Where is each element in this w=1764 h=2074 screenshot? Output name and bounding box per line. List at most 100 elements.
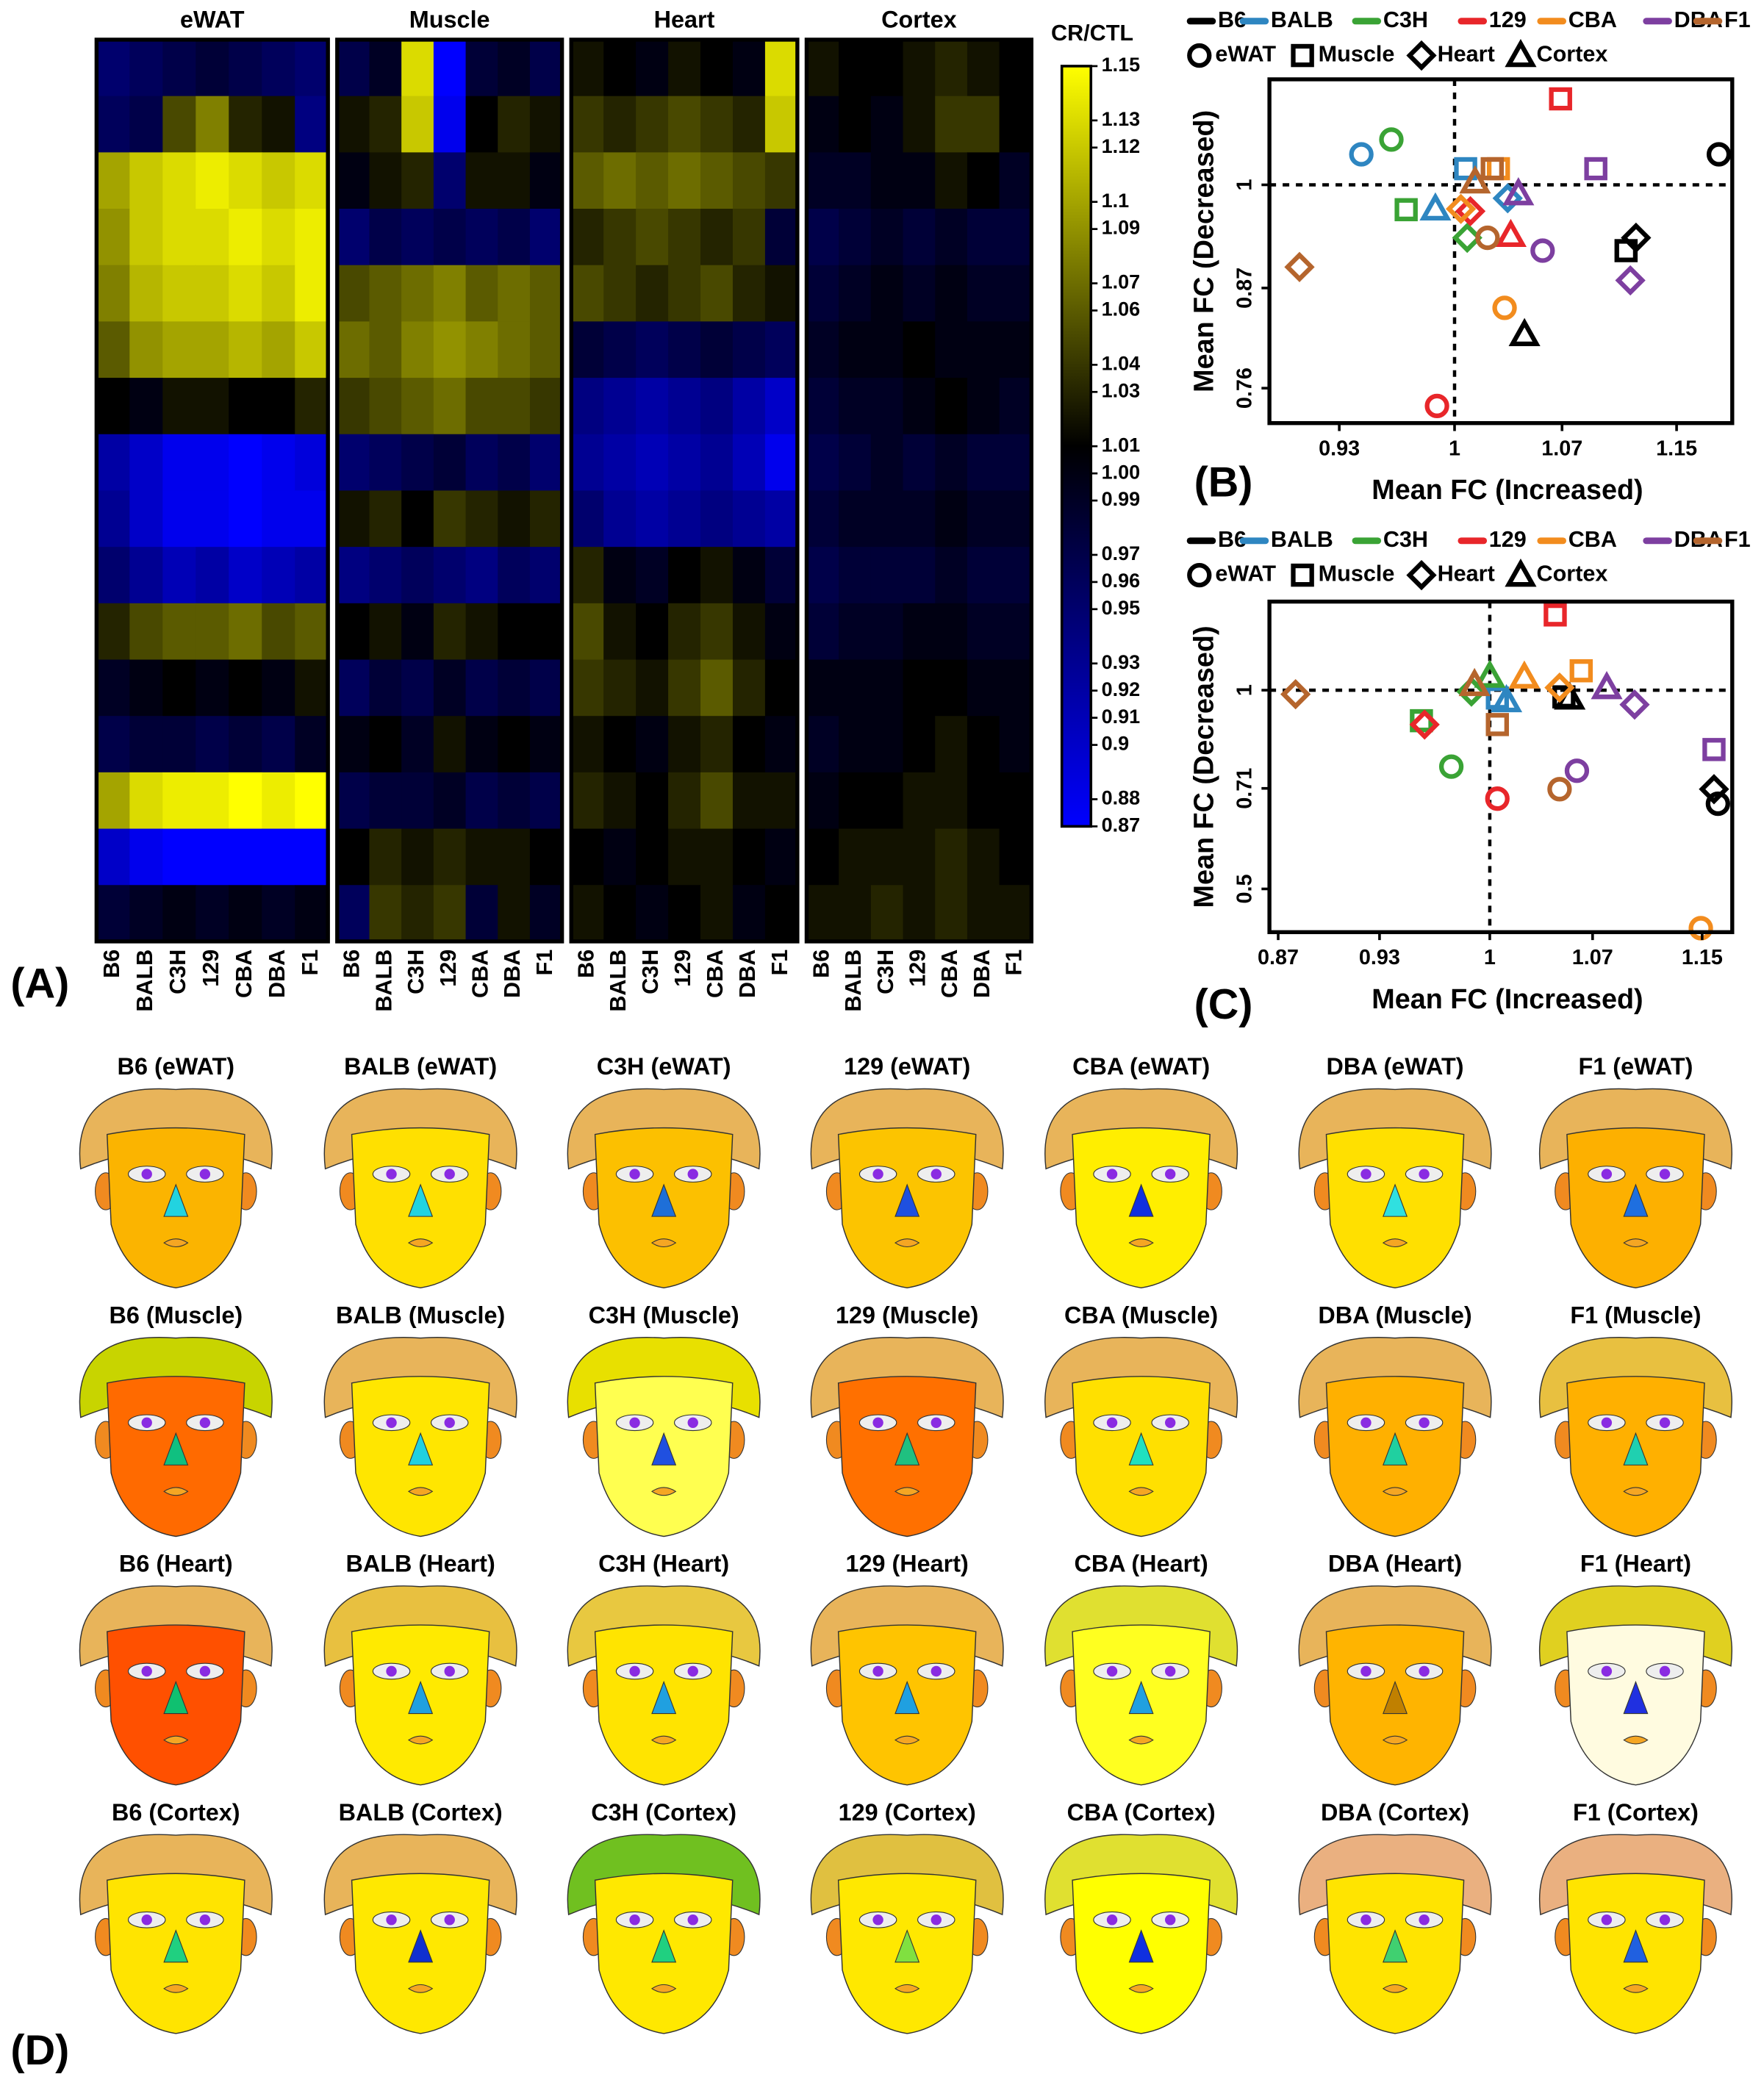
heatmap-cell bbox=[764, 265, 798, 322]
heatmap-cell bbox=[465, 152, 498, 209]
nose bbox=[1383, 1929, 1408, 1963]
heatmap-cell bbox=[764, 772, 798, 830]
face-label: F1 (Muscle) bbox=[1570, 1302, 1701, 1328]
panel-letter: (B) bbox=[1194, 459, 1253, 506]
heatmap-cell bbox=[498, 716, 531, 773]
face bbox=[567, 1834, 761, 2034]
mouth bbox=[163, 1238, 189, 1248]
heatmap-cell bbox=[295, 152, 329, 209]
heatmap-cell bbox=[999, 659, 1032, 717]
heatmap-cell bbox=[401, 152, 434, 209]
nose bbox=[894, 1183, 920, 1217]
heatmap-cell bbox=[999, 772, 1032, 830]
heatmap-cell bbox=[732, 378, 766, 435]
heatmap-cell bbox=[571, 490, 604, 548]
heatmap-cell bbox=[229, 434, 262, 491]
heatmap-cell bbox=[571, 96, 604, 153]
panel-title: Cortex bbox=[881, 6, 957, 32]
nose bbox=[408, 1432, 434, 1465]
heatmap-cell bbox=[295, 659, 329, 717]
heatmap-cell bbox=[571, 434, 604, 491]
nose bbox=[1128, 1432, 1154, 1465]
heatmap-cell bbox=[498, 209, 531, 266]
mouth bbox=[894, 1238, 920, 1248]
x-tick-label: 1.15 bbox=[1682, 946, 1723, 969]
heatmap-cell bbox=[465, 603, 498, 661]
heatmap-cell bbox=[196, 490, 229, 548]
heatmap-cell bbox=[806, 39, 839, 97]
pupil bbox=[444, 1665, 455, 1677]
face bbox=[79, 1337, 273, 1537]
heatmap-cell bbox=[732, 885, 766, 942]
heatmap-cell bbox=[806, 603, 839, 661]
heatmap-cell bbox=[903, 603, 936, 661]
column-label: F1 bbox=[1002, 950, 1027, 976]
heatmap-cell bbox=[196, 321, 229, 378]
pupil bbox=[1419, 1915, 1430, 1926]
pupil bbox=[687, 1665, 698, 1677]
colorbar-tick-label: 1.12 bbox=[1102, 135, 1141, 157]
heatmap-cell bbox=[571, 265, 604, 322]
point bbox=[1490, 683, 1523, 713]
pupil bbox=[1164, 1417, 1176, 1428]
heatmap-cell bbox=[636, 547, 669, 604]
point bbox=[1394, 198, 1418, 222]
heatmap-cell bbox=[196, 378, 229, 435]
face bbox=[1539, 1834, 1732, 2034]
heatmap-cell bbox=[369, 265, 402, 322]
heatmap-cell bbox=[196, 659, 229, 717]
mouth bbox=[163, 1487, 189, 1496]
heatmap-cell bbox=[571, 828, 604, 886]
point bbox=[1547, 777, 1572, 802]
pupil bbox=[199, 1417, 211, 1428]
heatmap-cell bbox=[967, 321, 1000, 378]
heatmap-cell bbox=[603, 885, 637, 942]
face bbox=[1539, 1585, 1732, 1786]
heatmap-cell bbox=[433, 96, 467, 153]
heatmap-cell bbox=[571, 772, 604, 830]
heatmap-cell bbox=[967, 828, 1000, 886]
legend-marker bbox=[1406, 40, 1437, 71]
colorbar bbox=[1060, 65, 1093, 828]
heatmap-cell bbox=[129, 39, 163, 97]
heatmap-cell bbox=[870, 378, 904, 435]
heatmap-cell bbox=[401, 378, 434, 435]
heatmap-cell bbox=[337, 378, 370, 435]
heatmap-cell bbox=[903, 772, 936, 830]
heatmap-cell bbox=[162, 603, 196, 661]
column-label: BALB bbox=[371, 950, 396, 1012]
heatmap-cell bbox=[839, 716, 872, 773]
column-label: BALB bbox=[132, 950, 157, 1012]
colorbar-tick-label: 1.00 bbox=[1102, 461, 1141, 483]
face bbox=[323, 1834, 517, 2034]
heatmap-cell bbox=[700, 321, 734, 378]
panel-border bbox=[94, 37, 330, 944]
heatmap-cell bbox=[999, 603, 1032, 661]
face-label: F1 (eWAT) bbox=[1579, 1053, 1693, 1080]
pupil bbox=[931, 1169, 942, 1180]
heatmap-cell bbox=[196, 603, 229, 661]
point bbox=[1424, 393, 1449, 418]
y-tick-label: 1 bbox=[1233, 684, 1256, 696]
column-label: CBA bbox=[467, 950, 492, 998]
colorbar-tick-label: 0.99 bbox=[1102, 488, 1141, 510]
heatmap-cell bbox=[498, 378, 531, 435]
column-label: F1 bbox=[298, 950, 323, 976]
heatmap-cell bbox=[668, 716, 701, 773]
column-label: 129 bbox=[905, 950, 930, 987]
point bbox=[1458, 667, 1491, 697]
mouth bbox=[1382, 1984, 1408, 1993]
heatmap-cell bbox=[668, 39, 701, 97]
heatmap-cell bbox=[935, 603, 968, 661]
heatmap-cell bbox=[229, 716, 262, 773]
heatmap-cell bbox=[96, 265, 130, 322]
point bbox=[1705, 791, 1730, 817]
pupil bbox=[199, 1915, 211, 1926]
pupil bbox=[1106, 1417, 1118, 1428]
point bbox=[1702, 738, 1726, 761]
nose bbox=[1383, 1183, 1408, 1217]
heatmap-cell bbox=[196, 39, 229, 97]
heatmap-cell bbox=[129, 659, 163, 717]
heatmap-cell bbox=[162, 378, 196, 435]
heatmap-cell bbox=[229, 772, 262, 830]
